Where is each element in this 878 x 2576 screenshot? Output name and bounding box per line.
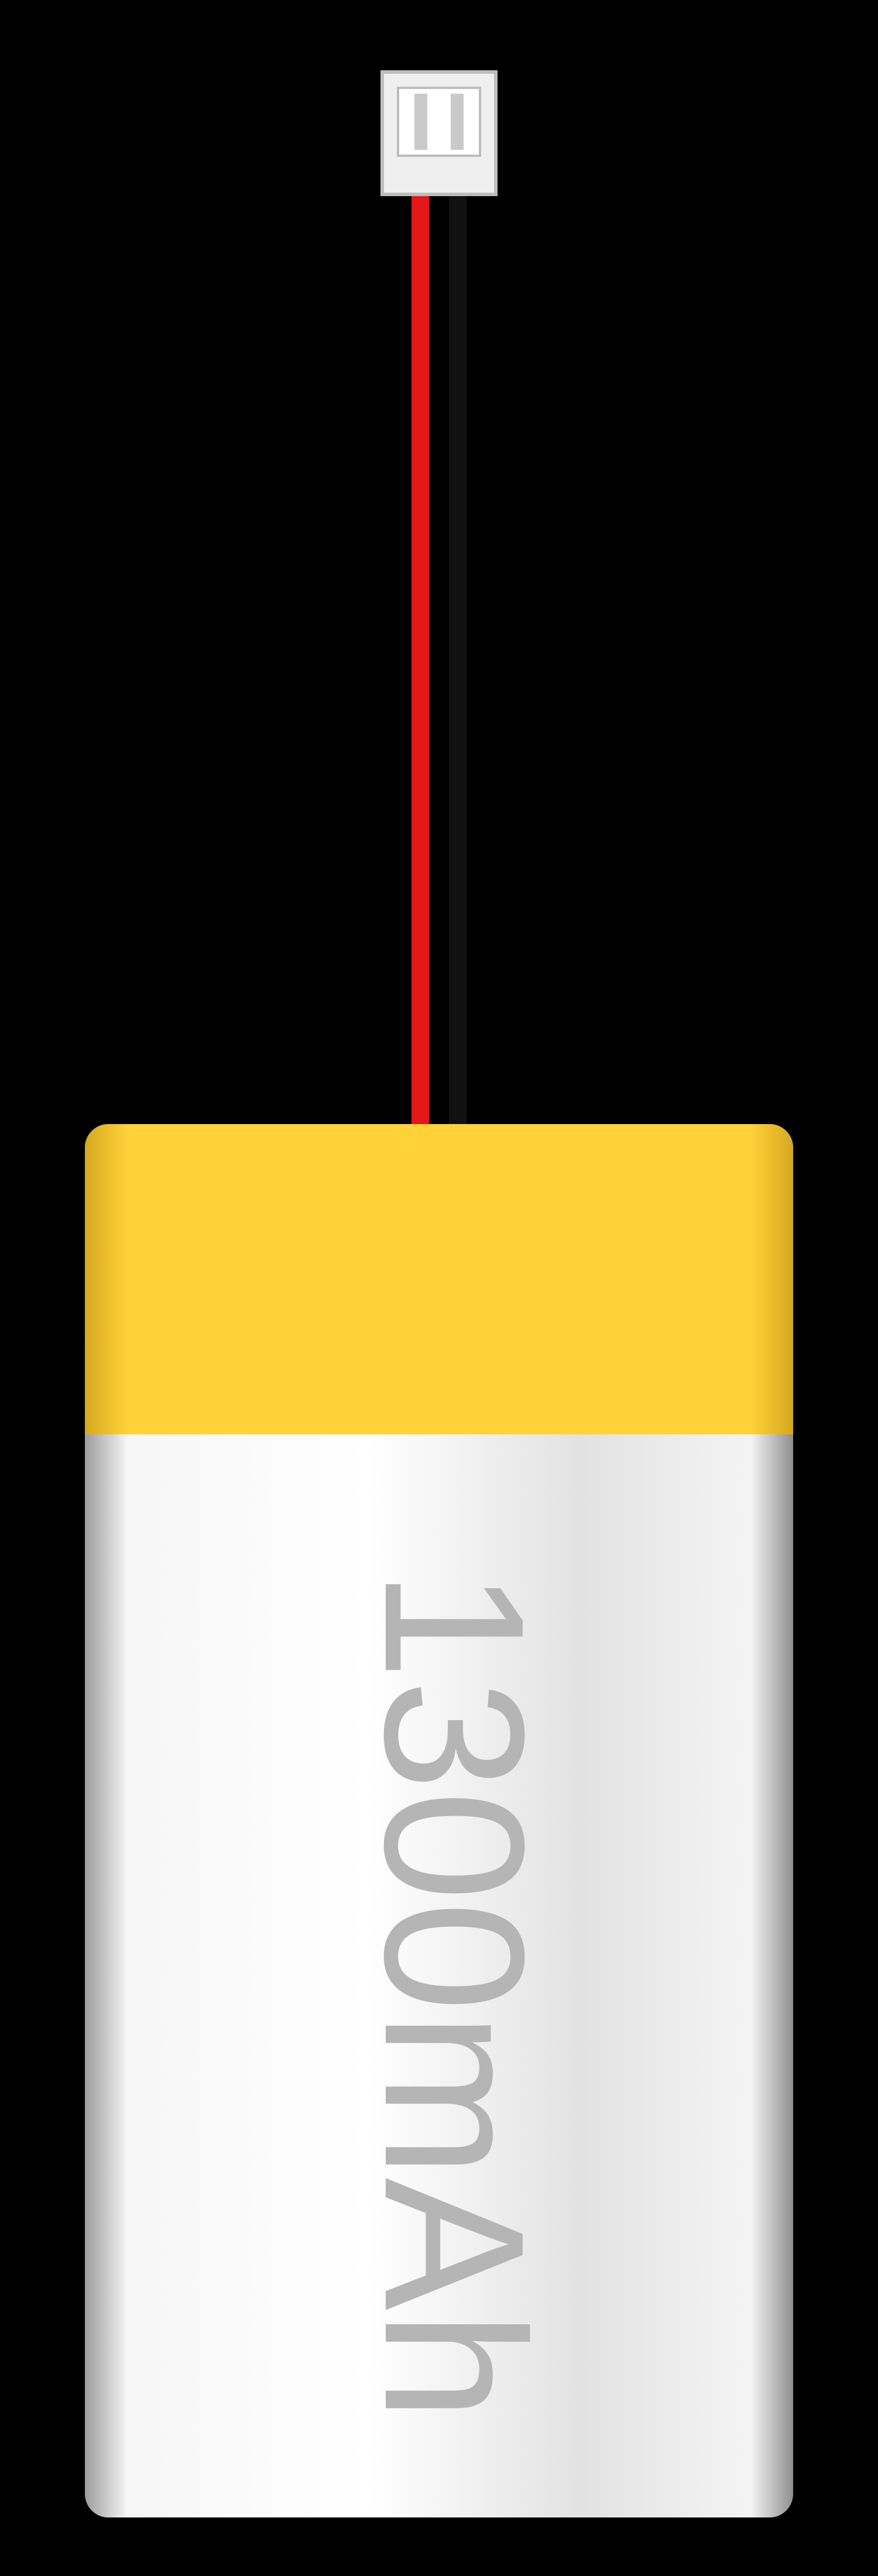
negative-wire [449, 193, 467, 1124]
battery-diagram: 1300mAh [0, 0, 878, 2576]
jst-pin [451, 94, 464, 150]
battery-tape [85, 1124, 793, 1434]
battery-capacity-label: 1300mAh [339, 1569, 568, 2421]
positive-wire [411, 193, 429, 1124]
jst-connector-socket [397, 87, 481, 157]
jst-pin [414, 94, 427, 150]
